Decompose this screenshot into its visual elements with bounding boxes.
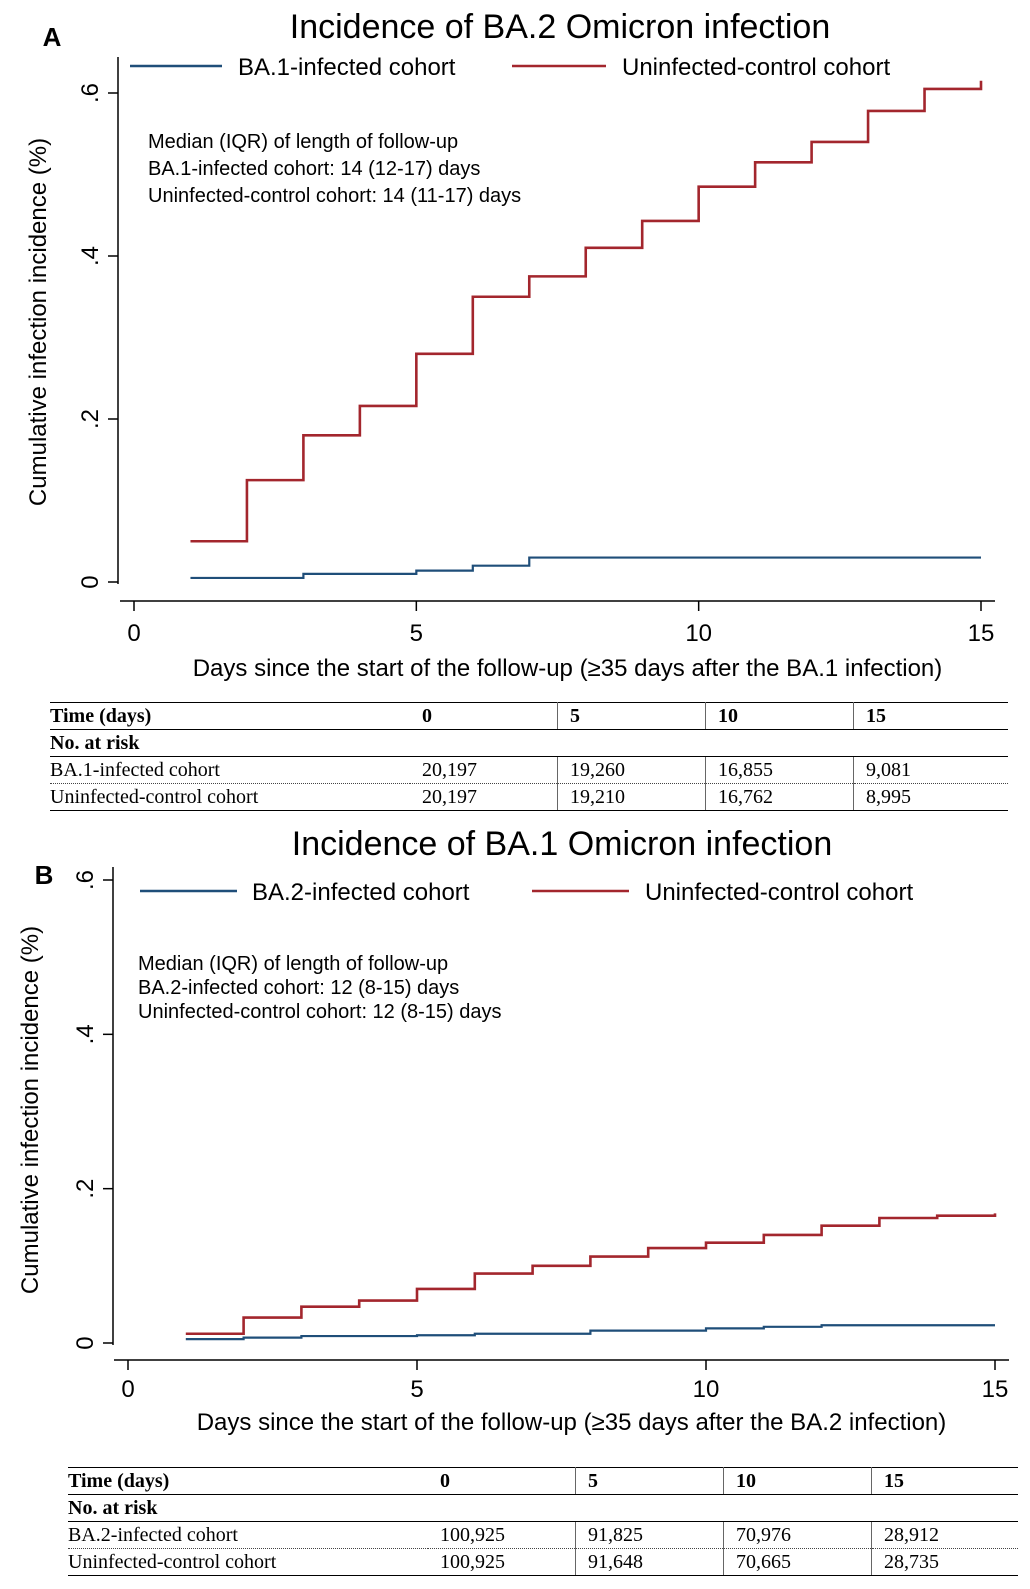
header-t5: 5 xyxy=(557,702,706,730)
cell-value: 100,925 xyxy=(428,1521,576,1549)
row-label: BA.1-infected cohort xyxy=(50,756,410,784)
panel-b: B Incidence of BA.1 Omicron infection 0 5 10… xyxy=(0,812,1030,1589)
chart-a: A Incidence of BA.2 Omicron infection 0 5 10… xyxy=(25,8,995,682)
header-t15: 15 xyxy=(871,1467,1018,1495)
y-tick-label: .6 xyxy=(77,83,104,103)
header-t0: 0 xyxy=(410,702,558,730)
y-axis-label: Cumulative infection incidence (%) xyxy=(25,138,52,506)
header-t5: 5 xyxy=(575,1467,724,1495)
header-time: Time (days) xyxy=(50,702,410,730)
risk-table-subheader: No. at risk xyxy=(68,1494,1018,1522)
legend-entry: BA.1-infected cohort xyxy=(238,54,456,81)
x-tick-label: 0 xyxy=(127,620,140,647)
legend-entry: BA.2-infected cohort xyxy=(252,879,470,906)
annotation-line: Median (IQR) of length of follow-up xyxy=(138,953,448,975)
cell-value: 91,825 xyxy=(575,1521,724,1549)
y-tick-label: .4 xyxy=(72,1024,99,1044)
cell-value: 20,197 xyxy=(410,756,558,784)
no-at-risk-label: No. at risk xyxy=(68,1494,1018,1522)
risk-table-header: Time (days) 0 5 10 15 xyxy=(50,702,1008,730)
legend-entry: Uninfected-control cohort xyxy=(622,54,890,81)
x-tick-label: 5 xyxy=(410,1376,423,1403)
panel-label: A xyxy=(43,22,62,52)
series-line xyxy=(185,1324,995,1341)
cell-value: 8,995 xyxy=(853,783,1008,811)
y-tick-label: .4 xyxy=(77,246,104,266)
x-axis-label: Days since the start of the follow-up (≥… xyxy=(197,1409,947,1436)
x-tick-label: 15 xyxy=(968,620,995,647)
x-tick-label: 10 xyxy=(693,1376,720,1403)
y-tick-label: .6 xyxy=(72,870,99,890)
cell-value: 100,925 xyxy=(428,1548,576,1576)
risk-table-b: Time (days) 0 5 10 15 No. at risk BA.2-i… xyxy=(68,1467,1018,1576)
x-tick-label: 10 xyxy=(685,620,712,647)
risk-table-header: Time (days) 0 5 10 15 xyxy=(68,1467,1018,1495)
annotation-line: BA.2-infected cohort: 12 (8-15) days xyxy=(138,977,459,999)
risk-table-a: Time (days) 0 5 10 15 No. at risk BA.1-i… xyxy=(50,702,1008,811)
y-tick-label: 0 xyxy=(72,1336,99,1349)
cell-value: 16,762 xyxy=(705,783,854,811)
cell-value: 19,210 xyxy=(557,783,706,811)
x-tick-label: 15 xyxy=(982,1376,1009,1403)
table-row: Uninfected-control cohort 100,925 91,648… xyxy=(68,1548,1018,1576)
header-t0: 0 xyxy=(428,1467,576,1495)
series-line xyxy=(185,1213,997,1336)
annotation-line: BA.1-infected cohort: 14 (12-17) days xyxy=(148,158,480,180)
panel-label: B xyxy=(35,860,54,890)
chart-b: B Incidence of BA.1 Omicron infection 0 5 10… xyxy=(17,825,1009,1436)
risk-table-subheader: No. at risk xyxy=(50,729,1008,757)
cell-value: 70,976 xyxy=(723,1521,872,1549)
cell-value: 28,735 xyxy=(871,1548,1018,1576)
cell-value: 20,197 xyxy=(410,783,558,811)
no-at-risk-label: No. at risk xyxy=(50,729,1008,757)
row-label: Uninfected-control cohort xyxy=(68,1548,428,1576)
x-tick-label: 5 xyxy=(410,620,423,647)
cell-value: 9,081 xyxy=(853,756,1008,784)
table-row: BA.1-infected cohort 20,197 19,260 16,85… xyxy=(50,756,1008,784)
header-t10: 10 xyxy=(723,1467,872,1495)
header-t10: 10 xyxy=(705,702,854,730)
cell-value: 91,648 xyxy=(575,1548,724,1576)
annotation-line: Uninfected-control cohort: 14 (11-17) da… xyxy=(148,185,521,207)
y-axis-label: Cumulative infection incidence (%) xyxy=(17,926,44,1294)
cell-value: 16,855 xyxy=(705,756,854,784)
chart-title: Incidence of BA.1 Omicron infection xyxy=(292,825,833,863)
y-tick-label: .2 xyxy=(77,409,104,429)
cell-value: 70,665 xyxy=(723,1548,872,1576)
row-label: Uninfected-control cohort xyxy=(50,783,410,811)
header-t15: 15 xyxy=(853,702,1008,730)
table-row: Uninfected-control cohort 20,197 19,210 … xyxy=(50,783,1008,811)
legend-entry: Uninfected-control cohort xyxy=(645,879,913,906)
x-tick-label: 0 xyxy=(121,1376,134,1403)
series-line xyxy=(190,556,981,580)
table-row: BA.2-infected cohort 100,925 91,825 70,9… xyxy=(68,1521,1018,1549)
cell-value: 28,912 xyxy=(871,1521,1018,1549)
header-time: Time (days) xyxy=(68,1467,428,1495)
row-label: BA.2-infected cohort xyxy=(68,1521,428,1549)
x-axis-label: Days since the start of the follow-up (≥… xyxy=(193,655,943,682)
series-line xyxy=(190,80,983,543)
y-tick-label: 0 xyxy=(77,575,104,588)
panel-a: A Incidence of BA.2 Omicron infection 0 5 10… xyxy=(25,8,1008,811)
annotation-line: Median (IQR) of length of follow-up xyxy=(148,131,458,153)
y-tick-label: .2 xyxy=(72,1179,99,1199)
annotation-line: Uninfected-control cohort: 12 (8-15) day… xyxy=(138,1001,502,1023)
cell-value: 19,260 xyxy=(557,756,706,784)
chart-title: Incidence of BA.2 Omicron infection xyxy=(290,8,831,46)
